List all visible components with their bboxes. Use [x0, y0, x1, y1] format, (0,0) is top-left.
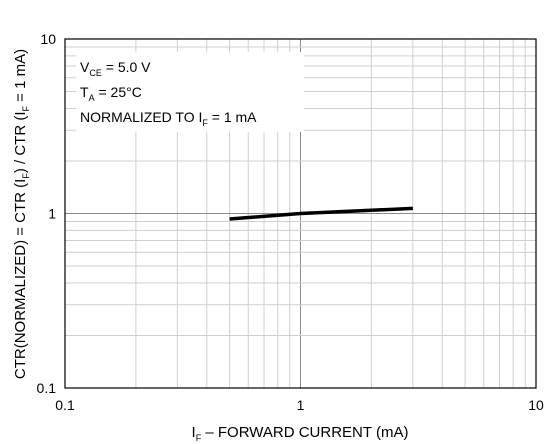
annotation-box — [76, 52, 304, 132]
x-tick-label-2: 10 — [528, 397, 544, 413]
series-group — [229, 206, 413, 221]
series-line-0 — [229, 206, 413, 221]
y-tick-label-1: 1 — [48, 206, 56, 222]
x-axis-label: IF – FORWARD CURRENT (mA) — [192, 424, 409, 443]
y-axis-label: CTR(NORMALIZED) = CTR (IF) / CTR (IF = 1… — [12, 49, 31, 379]
annotation-normalized: NORMALIZED TO IF = 1 mA — [80, 109, 257, 128]
annotation-ta: TA = 25°C — [80, 84, 142, 103]
y-tick-label-2: 10 — [40, 31, 56, 47]
annotation-vce: VCE = 5.0 V — [80, 59, 151, 78]
x-tick-label-1: 1 — [297, 397, 305, 413]
x-tick-label-0: 0.1 — [55, 397, 75, 413]
plot-frame — [64, 38, 537, 389]
y-tick-label-0: 0.1 — [37, 380, 57, 396]
